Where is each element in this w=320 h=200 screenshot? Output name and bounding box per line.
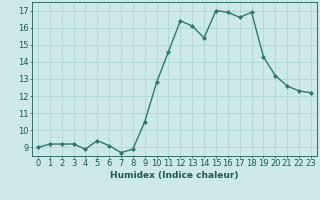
X-axis label: Humidex (Indice chaleur): Humidex (Indice chaleur) [110,171,239,180]
